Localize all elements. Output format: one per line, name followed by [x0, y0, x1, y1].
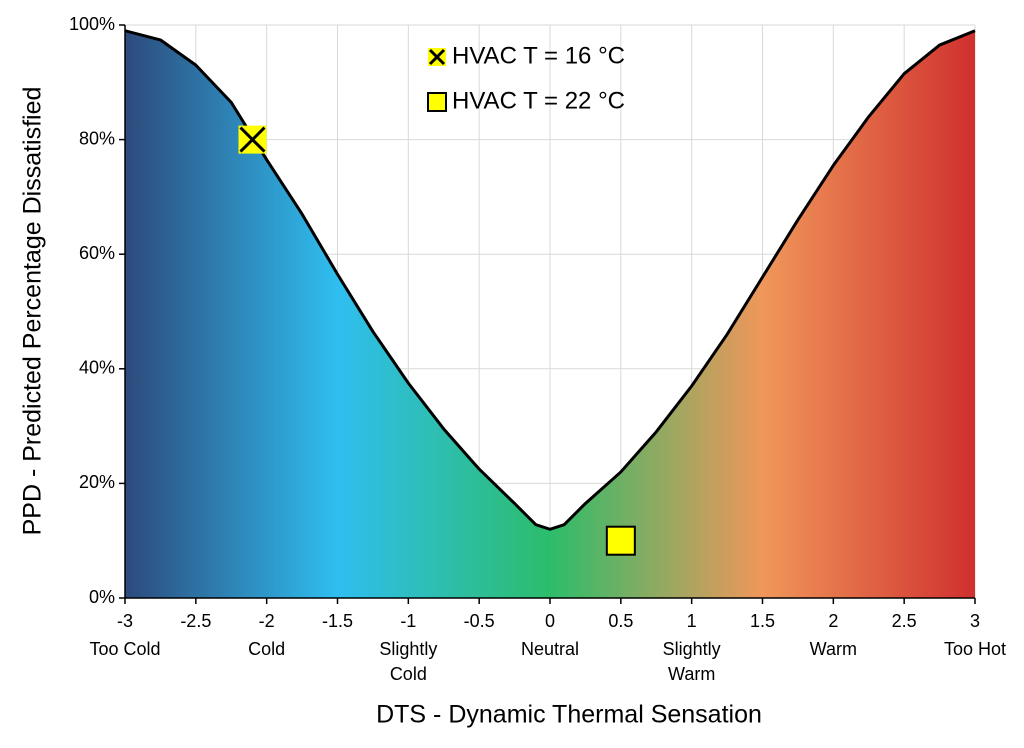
x-category-label: Neutral [521, 639, 579, 659]
marker-stroke [428, 48, 446, 66]
x-marker [428, 48, 446, 66]
x-marker [238, 125, 267, 154]
x-tick-label: 2 [828, 611, 838, 631]
marker-body [427, 92, 447, 112]
legend-label: HVAC T = 16 °C [452, 42, 625, 69]
x-category-label: Cold [390, 664, 427, 684]
x-category-label: Slightly [379, 639, 437, 659]
y-tick-label: 80% [79, 128, 115, 148]
y-tick-label: 40% [79, 358, 115, 378]
curve-line [124, 29, 976, 531]
x-tick-label: 3 [970, 611, 980, 631]
x-tick-label: -3 [117, 611, 133, 631]
x-category-label: Too Hot [944, 639, 1006, 659]
x-tick-label: 0 [545, 611, 555, 631]
x-tick-label: -1 [400, 611, 416, 631]
y-axis-title: PPD - Predicted Percentage Dissatisfied [19, 87, 47, 536]
y-tick-label: 20% [79, 472, 115, 492]
x-category-label: Too Cold [89, 639, 160, 659]
x-category-label: Cold [248, 639, 285, 659]
x-tick-label: -2 [259, 611, 275, 631]
y-tick-label: 60% [79, 243, 115, 263]
x-tick-label: -0.5 [464, 611, 495, 631]
y-tick-label: 0% [89, 587, 115, 607]
square-marker [605, 525, 636, 556]
x-axis-title: DTS - Dynamic Thermal Sensation [376, 701, 762, 729]
x-tick-label: 1 [687, 611, 697, 631]
square-marker [427, 92, 447, 112]
x-tick-label: 1.5 [750, 611, 775, 631]
x-category-label: Warm [668, 664, 715, 684]
x-tick-label: 0.5 [608, 611, 633, 631]
area-fill [125, 30, 975, 599]
x-tick-label: 2.5 [892, 611, 917, 631]
x-tick-label: -1.5 [322, 611, 353, 631]
legend-label: HVAC T = 22 °C [452, 87, 625, 114]
marker-stroke [239, 126, 266, 153]
marker-body [605, 525, 636, 556]
y-tick-label: 100% [69, 14, 115, 34]
x-tick-label: -2.5 [180, 611, 211, 631]
x-category-label: Warm [810, 639, 857, 659]
x-category-label: Slightly [663, 639, 721, 659]
